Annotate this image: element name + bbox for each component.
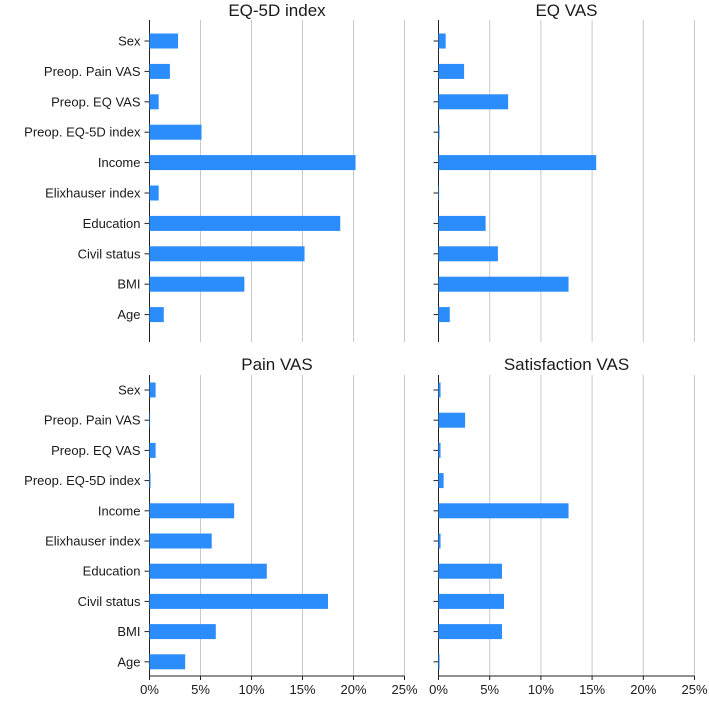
bar <box>149 63 170 79</box>
panel-satisfaction-vas: Satisfaction VAS 0% 5% 10% 15% 20% 25% <box>429 355 708 697</box>
panel-title: Satisfaction VAS <box>504 355 629 374</box>
x-tick-label: 0% <box>429 682 448 697</box>
bar <box>438 246 498 262</box>
bar <box>438 563 502 579</box>
category-label: Income <box>98 155 141 170</box>
category-label: Education <box>83 216 141 231</box>
bar <box>438 473 444 489</box>
x-tick-label: 5% <box>480 682 499 697</box>
x-tick-label: 20% <box>340 682 366 697</box>
bar <box>149 276 245 292</box>
x-tick-label: 20% <box>630 682 656 697</box>
bar <box>149 33 179 49</box>
x-tick-label: 25% <box>681 682 707 697</box>
bar <box>149 412 151 428</box>
bar <box>438 654 440 670</box>
category-label: Civil status <box>78 246 141 261</box>
x-tick-label: 10% <box>528 682 554 697</box>
bar <box>149 624 216 640</box>
category-label: Elixhauser index <box>45 186 141 201</box>
panel-eq-5d-index: EQ-5D index Sex Preop. Pain VAS Preop. EQ V… <box>24 1 405 342</box>
bar <box>149 185 159 201</box>
bar <box>438 124 440 140</box>
bar <box>149 382 156 398</box>
panel-title: EQ VAS <box>535 1 597 20</box>
x-tick-label: 25% <box>391 682 417 697</box>
x-tick-label: 15% <box>289 682 315 697</box>
category-label: Preop. EQ VAS <box>51 443 141 458</box>
bar <box>438 382 441 398</box>
category-label: Preop. Pain VAS <box>44 413 141 428</box>
bar <box>438 63 465 79</box>
bar <box>149 124 202 140</box>
bar <box>149 563 267 579</box>
bar <box>149 503 235 519</box>
category-label: Preop. EQ-5D index <box>24 473 141 488</box>
category-label: Preop. EQ VAS <box>51 94 141 109</box>
category-label: Sex <box>118 383 141 398</box>
bar <box>438 503 569 519</box>
category-label: Sex <box>118 34 141 49</box>
category-label: Preop. EQ-5D index <box>24 125 141 140</box>
category-label: Elixhauser index <box>45 534 141 549</box>
bar <box>149 593 328 609</box>
category-label: BMI <box>117 624 140 639</box>
panel-eq-vas: EQ VAS <box>433 1 695 342</box>
bar <box>149 307 164 323</box>
bar <box>438 215 486 231</box>
category-label: Civil status <box>78 594 141 609</box>
bar <box>438 185 440 201</box>
x-tick-label: 15% <box>579 682 605 697</box>
x-tick-label: 0% <box>140 682 159 697</box>
bar <box>149 215 341 231</box>
panel-title: EQ-5D index <box>228 1 326 20</box>
bar <box>149 473 151 489</box>
x-tick-label: 5% <box>191 682 210 697</box>
bar <box>438 276 569 292</box>
category-label: Age <box>117 307 140 322</box>
bar <box>149 442 156 458</box>
bar <box>438 412 466 428</box>
panel-title: Pain VAS <box>241 355 313 374</box>
category-label: BMI <box>117 277 140 292</box>
category-label: Education <box>83 564 141 579</box>
bar <box>438 33 446 49</box>
category-label: Age <box>117 654 140 669</box>
bar <box>438 533 441 549</box>
bar <box>149 246 305 262</box>
bar <box>149 94 159 110</box>
bar <box>438 593 505 609</box>
x-tick-label: 10% <box>238 682 264 697</box>
bar <box>438 624 502 640</box>
bar <box>149 155 356 171</box>
bar <box>149 654 186 670</box>
bar <box>438 307 450 323</box>
bar <box>438 94 509 110</box>
bar <box>149 533 212 549</box>
panel-pain-vas: Pain VAS Sex Preop. Pain VAS Preop. EQ VAS P… <box>24 355 418 697</box>
bar <box>438 155 597 171</box>
category-label: Preop. Pain VAS <box>44 64 141 79</box>
category-label: Income <box>98 503 141 518</box>
bar <box>438 442 441 458</box>
